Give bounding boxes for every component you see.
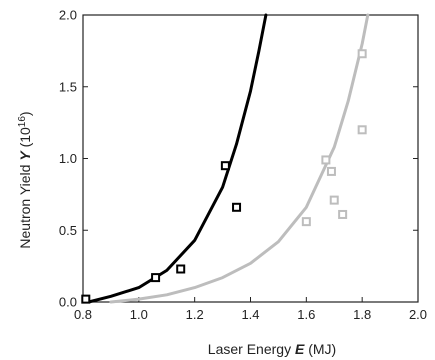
y-tick-label: 1.0 <box>59 151 77 166</box>
y-tick-label: 1.5 <box>59 79 77 94</box>
y-tick-label: 2.0 <box>59 8 77 23</box>
fit-curve-2 <box>109 13 370 304</box>
x-tick-label: 2.0 <box>409 307 427 322</box>
data-point-series-2 <box>357 49 367 59</box>
data-point-series-2 <box>301 217 311 227</box>
data-point-series-1 <box>176 264 186 274</box>
x-tick-label: 1.0 <box>130 307 148 322</box>
x-tick-label: 1.6 <box>297 307 315 322</box>
y-tick-label: 0.0 <box>59 295 77 310</box>
y-axis-title: Neutron Yield Y (1016) <box>17 111 33 248</box>
x-tick-label: 0.8 <box>74 307 92 322</box>
plot-frame <box>82 14 419 303</box>
fit-curve-1 <box>87 13 268 304</box>
data-point-series-1 <box>232 202 242 212</box>
data-point-series-1 <box>151 273 161 283</box>
x-tick-label: 1.2 <box>186 307 204 322</box>
data-point-series-2 <box>338 209 348 219</box>
data-point-series-1 <box>81 294 91 304</box>
x-tick-label: 1.8 <box>353 307 371 322</box>
x-axis-title: Laser Energy E (MJ) <box>208 341 336 357</box>
data-point-series-2 <box>326 166 336 176</box>
data-point-series-1 <box>220 161 230 171</box>
plot-area: 0.8 1.0 1.2 1.4 1.6 1.8 2.0 0.0 0.5 1.0 1.5 2.0 <box>59 8 427 323</box>
data-point-series-2 <box>329 195 339 205</box>
data-point-series-2 <box>357 125 367 135</box>
data-point-series-2 <box>321 155 331 165</box>
x-tick-label: 1.4 <box>241 307 259 322</box>
y-tick-label: 0.5 <box>59 223 77 238</box>
